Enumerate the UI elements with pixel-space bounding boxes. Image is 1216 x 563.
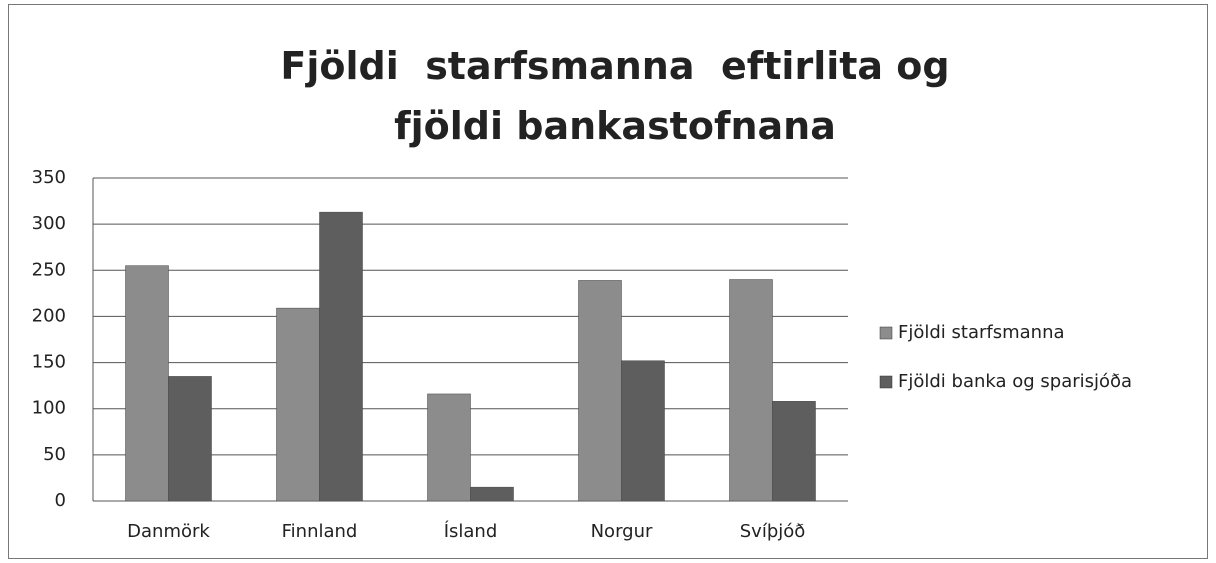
- bar: [125, 265, 169, 502]
- legend-label: Fjöldi starfsmanna: [898, 322, 1065, 343]
- bar: [470, 486, 514, 502]
- x-tick-label: Danmörk: [127, 521, 210, 542]
- bar: [621, 360, 665, 502]
- legend-label: Fjöldi banka og sparisjóða: [898, 371, 1132, 392]
- y-tick-label: 350: [32, 167, 66, 188]
- y-tick-label: 100: [32, 398, 66, 419]
- bar: [427, 393, 471, 502]
- bar: [578, 280, 622, 502]
- x-tick-label: Svíþjóð: [740, 521, 806, 542]
- x-tick-label: Norgur: [591, 521, 653, 542]
- y-tick-label: 250: [32, 259, 66, 280]
- x-tick-label: Ísland: [444, 520, 498, 542]
- bar: [772, 401, 816, 502]
- bar: [276, 307, 320, 502]
- legend-swatch: [879, 375, 893, 389]
- legend-swatch: [879, 326, 893, 340]
- y-tick-label: 200: [32, 305, 66, 326]
- bar: [168, 376, 212, 502]
- chart-title: Fjöldi starfsmanna eftirlita og fjöldi b…: [280, 44, 963, 148]
- bar: [729, 279, 773, 502]
- bar: [319, 211, 363, 502]
- y-tick-label: 300: [32, 213, 66, 234]
- y-tick-label: 0: [55, 490, 66, 511]
- chart-frame: [8, 4, 1208, 559]
- y-tick-label: 50: [43, 444, 66, 465]
- x-tick-label: Finnland: [282, 521, 358, 542]
- y-tick-label: 150: [32, 352, 66, 373]
